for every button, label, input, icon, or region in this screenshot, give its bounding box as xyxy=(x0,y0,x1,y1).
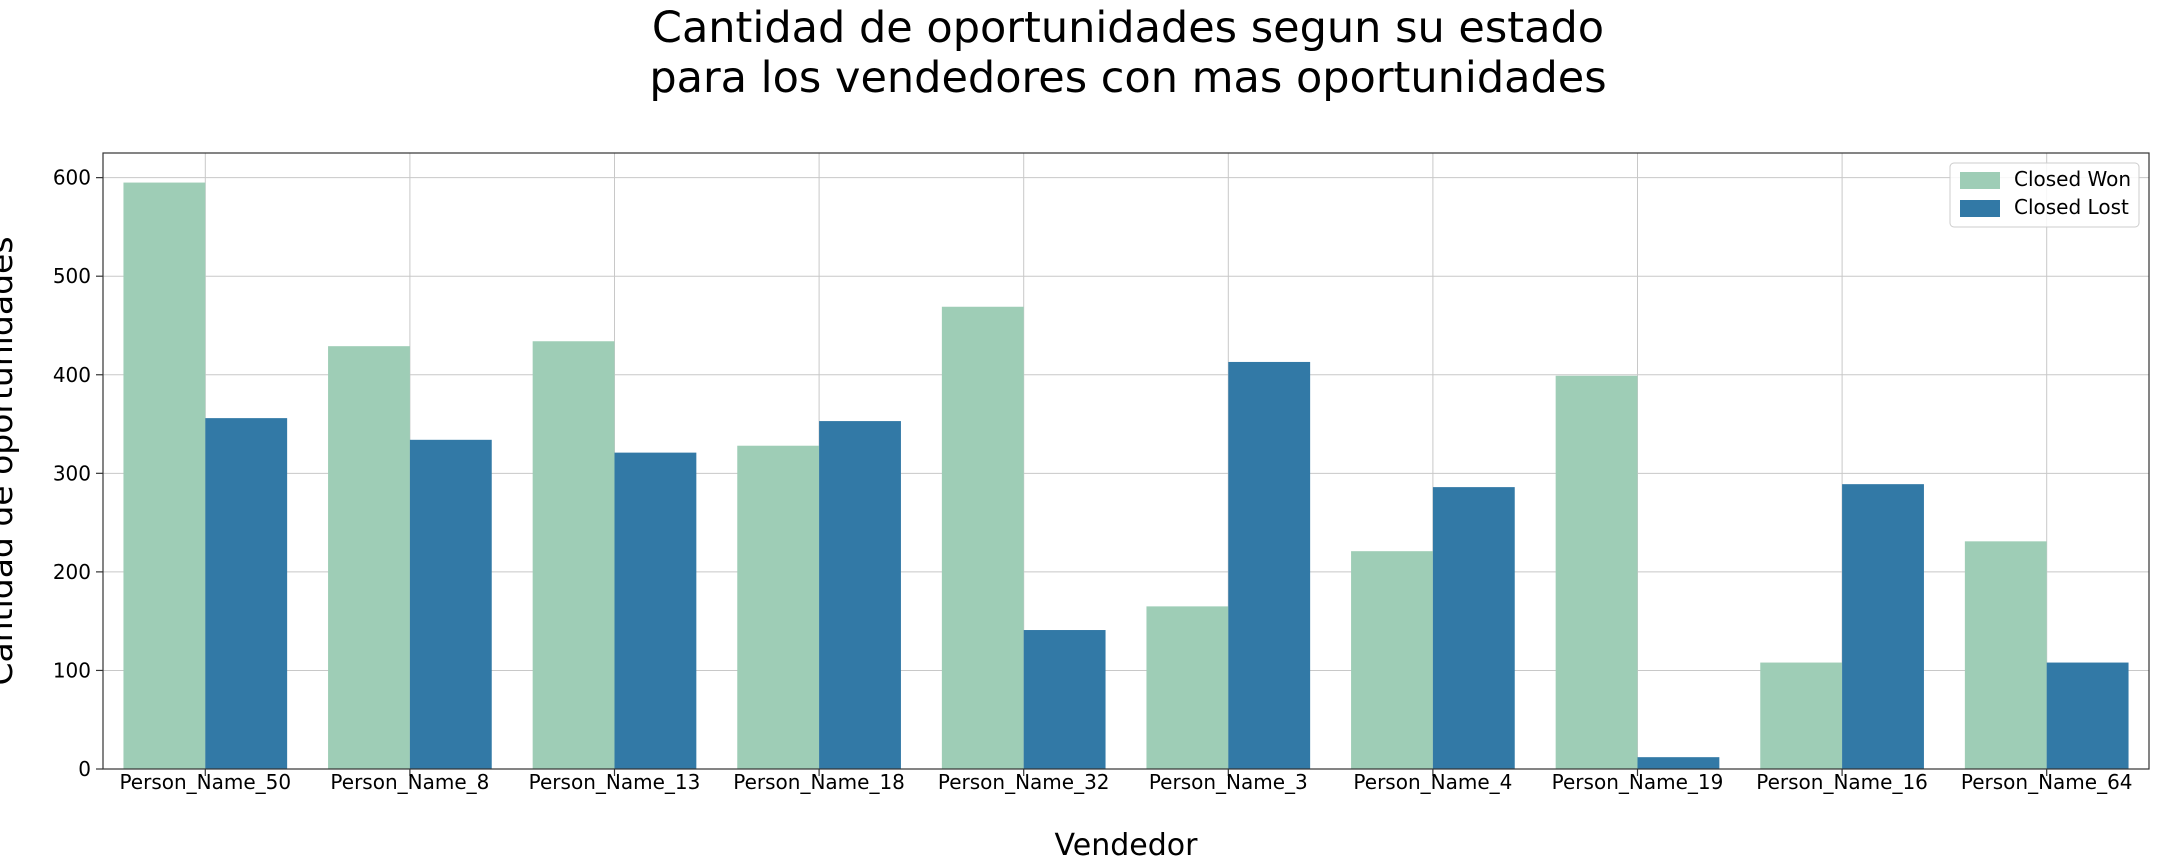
x-axis-label: Vendedor xyxy=(1055,828,1199,863)
x-tick-label-person-name-19: Person_Name_19 xyxy=(1552,770,1724,794)
chart-title: Cantidad de oportunidades segun su estad… xyxy=(649,3,1606,103)
y-axis-label: Cantidad de oportunidades xyxy=(0,236,20,685)
x-tick-label-person-name-4: Person_Name_4 xyxy=(1353,770,1512,794)
y-tick-label-500: 500 xyxy=(53,264,91,288)
y-tick-label-200: 200 xyxy=(53,560,91,584)
bar-closed-lost-person-name-50 xyxy=(205,418,288,769)
x-tick-label-person-name-64: Person_Name_64 xyxy=(1961,770,2133,794)
y-tick-label-0: 0 xyxy=(78,757,91,781)
bar-closed-lost-person-name-3 xyxy=(1228,361,1311,769)
bar-closed-won-person-name-50 xyxy=(123,182,206,769)
x-tick-label-person-name-8: Person_Name_8 xyxy=(330,770,489,794)
bar-closed-lost-person-name-13 xyxy=(614,452,697,769)
bar-closed-won-person-name-32 xyxy=(941,306,1024,769)
bar-closed-lost-person-name-64 xyxy=(2046,662,2129,769)
y-tick-label-300: 300 xyxy=(53,461,91,485)
legend-label-closed-lost: Closed Lost xyxy=(2014,195,2129,219)
x-tick-label-person-name-50: Person_Name_50 xyxy=(119,770,291,794)
x-axis-ticks: Person_Name_50 Person_Name_8 Person_Name_1… xyxy=(119,769,2133,794)
x-tick-label-person-name-16: Person_Name_16 xyxy=(1756,770,1928,794)
legend-swatch-closed-won xyxy=(1960,172,2000,189)
bar-closed-lost-person-name-32 xyxy=(1023,630,1106,769)
x-tick-label-person-name-18: Person_Name_18 xyxy=(733,770,905,794)
bar-closed-won-person-name-64 xyxy=(1964,541,2047,769)
y-tick-label-600: 600 xyxy=(53,166,91,190)
x-tick-label-person-name-32: Person_Name_32 xyxy=(938,770,1110,794)
bar-closed-won-person-name-13 xyxy=(532,341,615,769)
bar-closed-won-person-name-4 xyxy=(1351,551,1433,769)
bar-closed-lost-person-name-16 xyxy=(1842,484,1924,769)
bar-closed-won-person-name-3 xyxy=(1146,606,1229,769)
legend-label-closed-won: Closed Won xyxy=(2014,167,2131,191)
x-tick-label-person-name-3: Person_Name_3 xyxy=(1149,770,1308,794)
bar-closed-lost-person-name-4 xyxy=(1432,487,1515,769)
bar-closed-lost-person-name-19 xyxy=(1637,757,1720,769)
plot-frame xyxy=(102,152,2150,770)
bar-closed-lost-person-name-8 xyxy=(409,439,492,769)
y-axis-ticks: 0 100 200 300 400 500 600 xyxy=(53,166,103,781)
legend: Closed Won Closed Lost xyxy=(1949,162,2140,228)
bar-closed-won-person-name-18 xyxy=(737,445,820,769)
y-tick-label-400: 400 xyxy=(53,363,91,387)
bar-closed-won-person-name-8 xyxy=(328,346,410,769)
bar-closed-lost-person-name-18 xyxy=(819,421,901,769)
bars xyxy=(123,182,2129,769)
bar-closed-won-person-name-16 xyxy=(1760,662,1843,769)
bar-closed-won-person-name-19 xyxy=(1555,375,1638,769)
chart-title-line-2: para los vendedores con mas oportunidade… xyxy=(649,53,1606,103)
legend-swatch-closed-lost xyxy=(1960,200,2000,217)
y-tick-label-100: 100 xyxy=(53,658,91,682)
x-tick-label-person-name-13: Person_Name_13 xyxy=(529,770,701,794)
chart-title-line-1: Cantidad de oportunidades segun su estad… xyxy=(652,3,1604,53)
